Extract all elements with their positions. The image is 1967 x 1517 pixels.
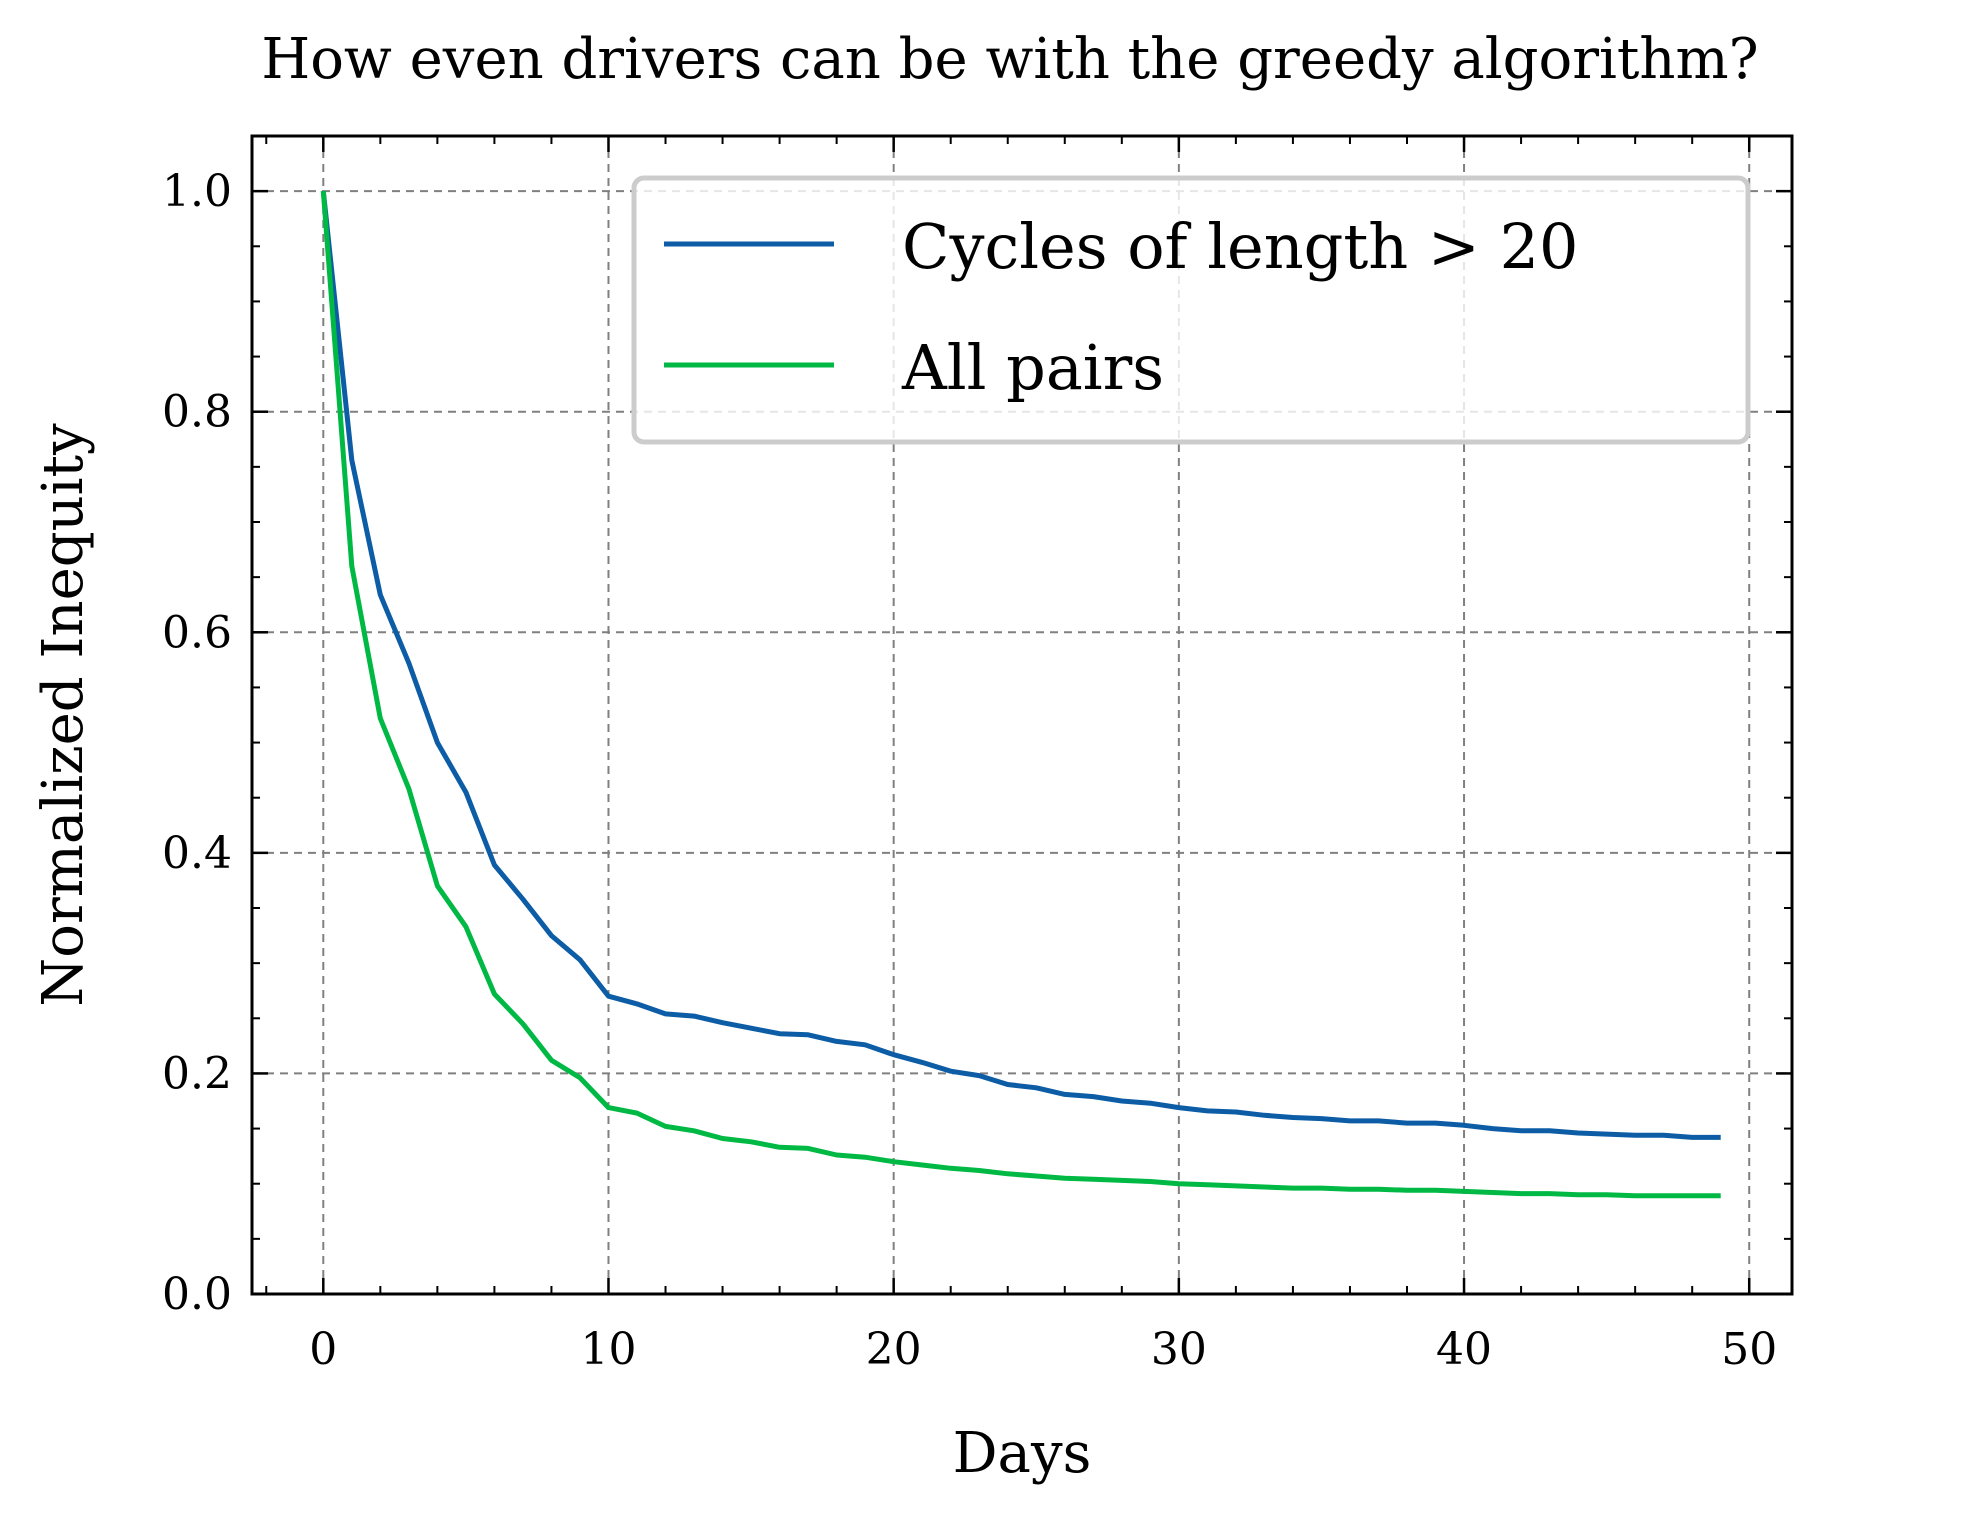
x-tick-label: 20 <box>866 1324 922 1375</box>
series-lines <box>320 190 1721 1199</box>
x-tick-label: 30 <box>1151 1324 1207 1375</box>
tick-labels: 0 10 20 30 40 50 0.0 0.2 0.4 0.6 0.8 1.0 <box>162 166 1777 1375</box>
x-tick-label: 40 <box>1436 1324 1492 1375</box>
legend: Cycles of length > 20 All pairs <box>631 175 1751 445</box>
y-tick-label: 0.2 <box>162 1048 232 1099</box>
x-axis-label: Days <box>953 1421 1092 1486</box>
x-tick-label: 0 <box>309 1324 337 1375</box>
y-tick-label: 0.4 <box>162 828 232 879</box>
y-tick-label: 1.0 <box>162 166 232 217</box>
series-line-cycles <box>320 190 1721 1140</box>
series-line-all-pairs <box>320 190 1721 1199</box>
y-axis-label: Normalized Inequity <box>31 423 96 1007</box>
legend-box <box>631 175 1751 445</box>
ticks <box>252 135 1792 1296</box>
legend-label-cycles: Cycles of length > 20 <box>902 210 1578 283</box>
y-tick-label: 0.0 <box>162 1269 232 1320</box>
plot-frame <box>250 134 1794 1296</box>
x-tick-label: 50 <box>1721 1324 1777 1375</box>
y-tick-label: 0.6 <box>162 607 232 658</box>
y-tick-label: 0.8 <box>162 387 232 438</box>
x-tick-label: 10 <box>580 1324 636 1375</box>
chart-title: How even drivers can be with the greedy … <box>261 27 1758 92</box>
legend-label-all-pairs: All pairs <box>901 331 1164 404</box>
